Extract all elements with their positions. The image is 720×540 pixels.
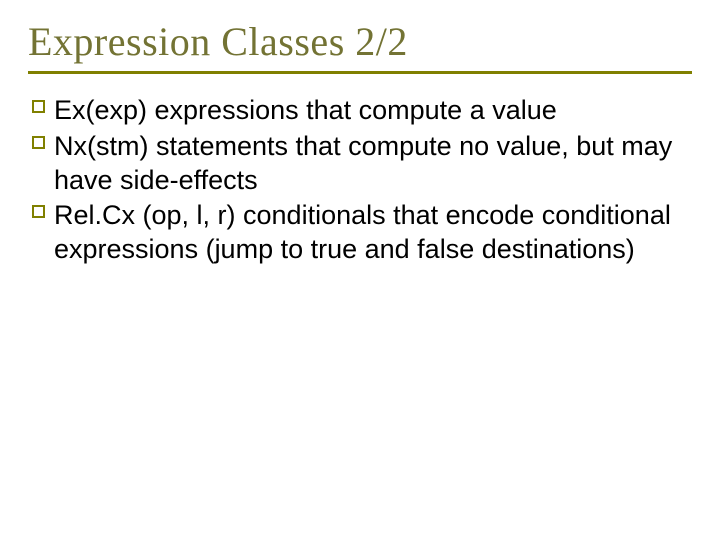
list-item: Nx(stm) statements that compute no value… — [32, 130, 692, 198]
slide-title: Expression Classes 2/2 — [28, 18, 692, 65]
square-bullet-icon — [32, 100, 45, 113]
list-item-text: Nx(stm) statements that compute no value… — [54, 131, 672, 195]
slide-container: Expression Classes 2/2 Ex(exp) expressio… — [0, 0, 720, 540]
bullet-list: Ex(exp) expressions that compute a value… — [28, 94, 692, 267]
list-item: Rel.Cx (op, l, r) conditionals that enco… — [32, 199, 692, 267]
list-item-text: Ex(exp) expressions that compute a value — [54, 95, 557, 125]
list-item-text: Rel.Cx (op, l, r) conditionals that enco… — [54, 200, 671, 264]
square-bullet-icon — [32, 205, 45, 218]
list-item: Ex(exp) expressions that compute a value — [32, 94, 692, 128]
square-bullet-icon — [32, 136, 45, 149]
title-underline — [28, 71, 692, 74]
